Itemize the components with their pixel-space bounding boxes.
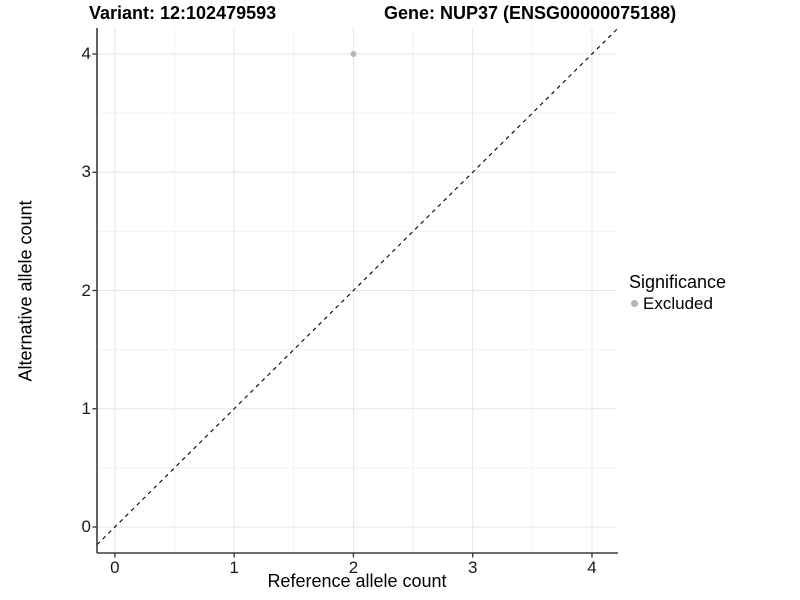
legend-item: Excluded (629, 294, 726, 313)
plot-title-gene: Gene: NUP37 (ENSG00000075188) (384, 3, 677, 23)
x-tick-label: 1 (229, 558, 239, 577)
x-tick-label: 2 (348, 558, 359, 577)
plot-title-variant: Variant: 12:102479593 (89, 3, 277, 23)
legend: Significance Excluded (629, 272, 726, 313)
legend-item-label: Excluded (643, 294, 713, 313)
y-tick-label: 3 (81, 162, 91, 182)
y-tick-label: 0 (81, 516, 91, 536)
y-axis-title: Alternative allele count (15, 200, 36, 382)
data-point (350, 51, 357, 58)
legend-key-dot-icon (631, 300, 638, 307)
x-axis-title: Reference allele count (267, 571, 447, 591)
legend-items: Excluded (629, 294, 726, 313)
y-tick-label: 4 (81, 44, 91, 63)
x-tick-label: 4 (587, 558, 597, 577)
x-tick-label: 0 (110, 558, 120, 577)
y-tick-label: 1 (81, 398, 91, 418)
identity-line (96, 28, 618, 546)
x-tick-label: 3 (467, 558, 478, 577)
legend-title: Significance (629, 272, 727, 292)
y-tick-label: 2 (81, 280, 91, 300)
